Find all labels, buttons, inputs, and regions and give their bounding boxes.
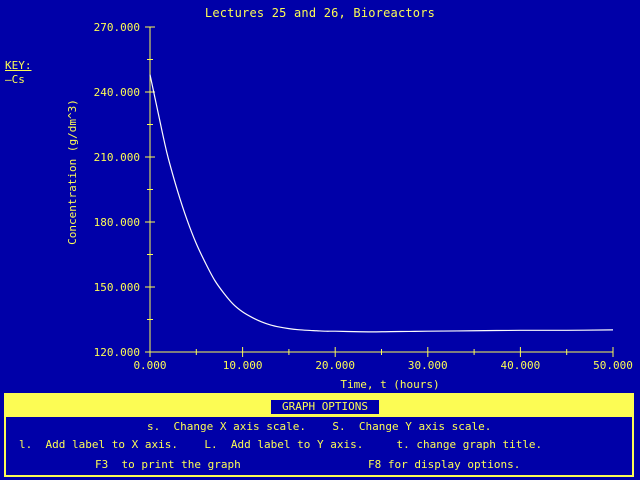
option-print-graph[interactable]: F3 to print the graph [95,458,241,471]
x-tick-label: 10.000 [223,359,263,372]
x-axis-label: Time, t (hours) [340,378,439,391]
legend-item-cs: —Cs [5,73,32,87]
x-tick-label: 30.000 [408,359,448,372]
y-tick-label: 240.000 [94,86,140,99]
option-change-axis-scales[interactable]: s. Change X axis scale. S. Change Y axis… [147,420,492,433]
legend: KEY: —Cs [5,59,32,87]
tick-labels: 120.000 150.000 180.000 210.000 240.000 270.0… [94,21,633,372]
graph-options-panel: GRAPH OPTIONS s. Change X axis scale. S.… [4,393,634,477]
legend-title: KEY: [5,59,32,72]
x-tick-label: 50.000 [593,359,633,372]
option-display-options[interactable]: F8 for display options. [368,458,521,471]
line-chart: 120.000 150.000 180.000 210.000 240.000 270.0… [66,21,633,391]
series [149,74,614,333]
y-tick-label: 120.000 [94,346,140,359]
axes [149,27,613,353]
option-add-labels-and-title[interactable]: l. Add label to X axis. L. Add label to … [19,438,543,451]
y-tick-label: 150.000 [94,281,140,294]
y-tick-label: 270.000 [94,21,140,34]
y-tick-label: 210.000 [94,151,140,164]
y-axis-label: Concentration (g/dm^3) [66,99,79,245]
x-tick-label: 40.000 [501,359,541,372]
x-tick-label: 0.000 [133,359,166,372]
legend-line-icon: — [5,73,12,86]
legend-item-label: Cs [11,73,25,86]
y-tick-label: 180.000 [94,216,140,229]
series-line-cs [149,74,614,333]
graph-options-heading: GRAPH OPTIONS [270,399,380,415]
graph-title: Lectures 25 and 26, Bioreactors [204,6,436,20]
ticks [145,26,614,357]
x-tick-label: 20.000 [315,359,355,372]
